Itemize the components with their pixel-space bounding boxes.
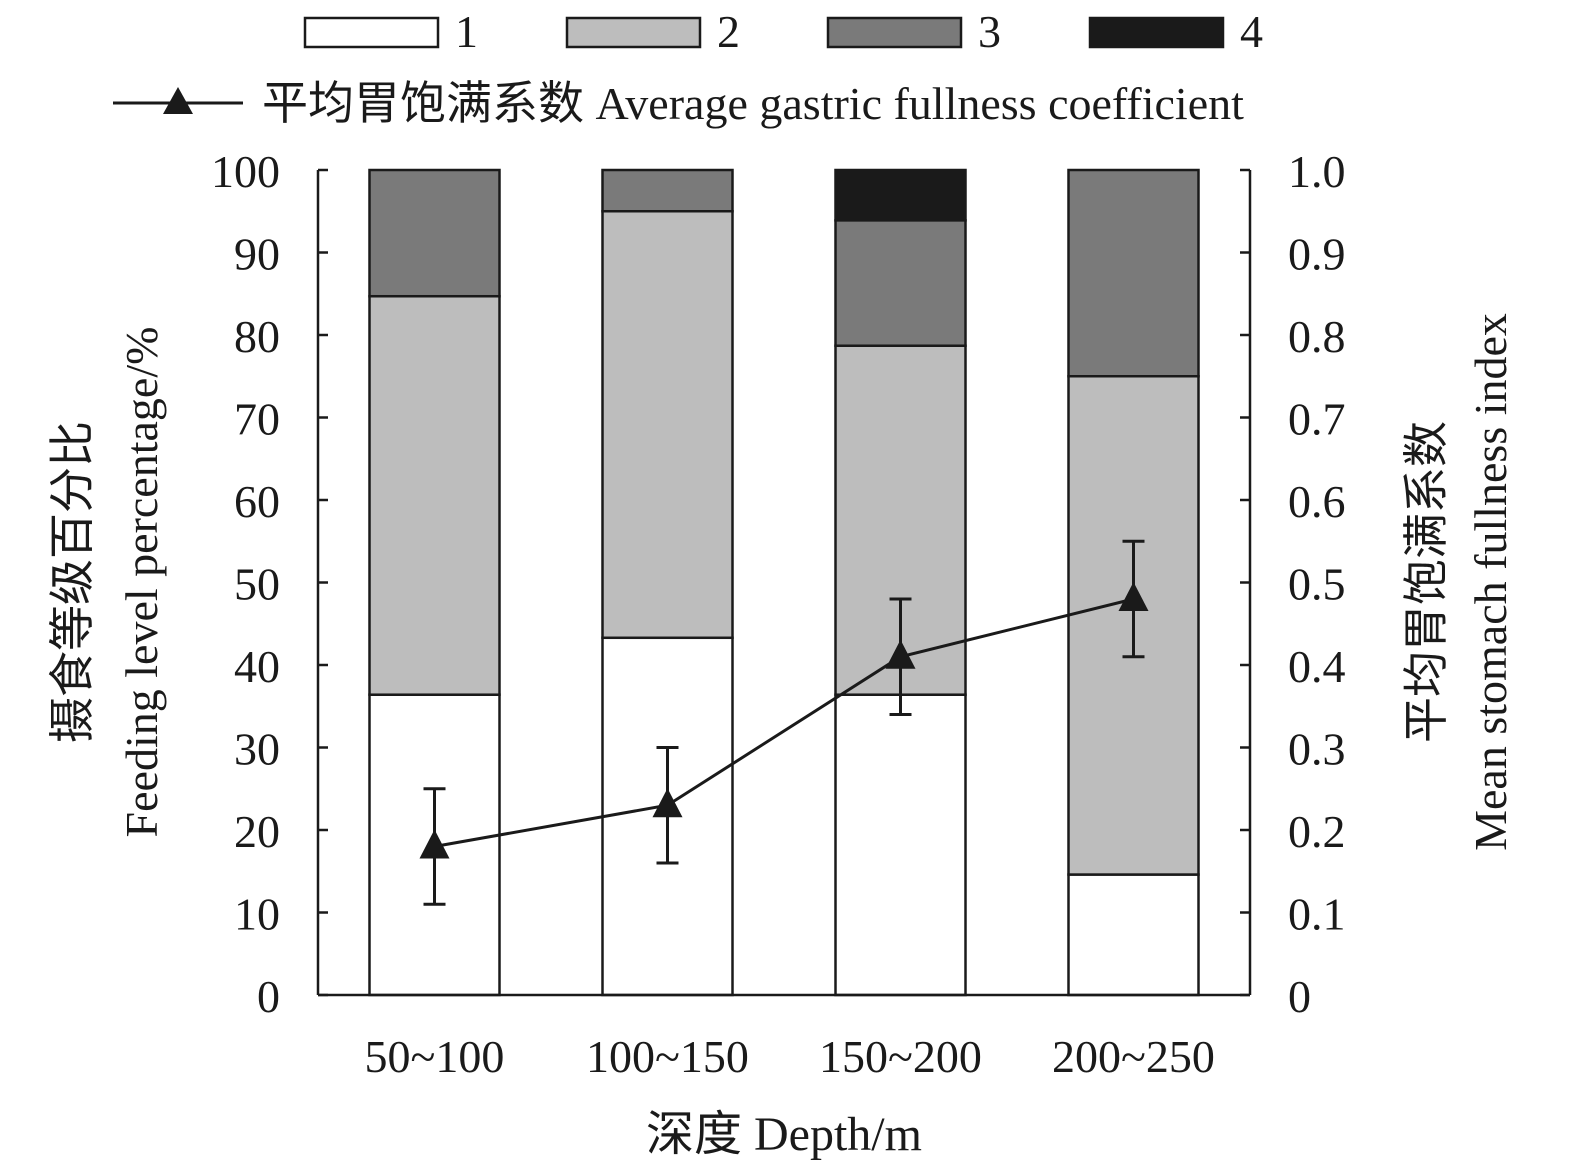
right-tick-label: 0.4 <box>1288 641 1346 692</box>
bar-150~200-level-4 <box>834 168 967 222</box>
legend-label-4: 4 <box>1240 6 1263 57</box>
right-tick-label: 0.5 <box>1288 559 1346 610</box>
right-tick-label: 0.6 <box>1288 476 1346 527</box>
right-tick-label: 1.0 <box>1288 146 1346 197</box>
right-tick-label: 0.1 <box>1288 889 1346 940</box>
left-tick-label: 90 <box>234 229 280 280</box>
left-tick-label: 20 <box>234 806 280 857</box>
left-tick-label: 80 <box>234 311 280 362</box>
legend: 1 2 3 4 平均胃饱满系数 Average gastric fullness coe… <box>113 6 1263 129</box>
bar-50~100-level-3 <box>368 168 501 298</box>
left-tick-label: 30 <box>234 724 280 775</box>
legend-swatch-4 <box>1088 16 1225 49</box>
legend-swatch-1 <box>303 16 440 49</box>
x-tick-label: 200~250 <box>1052 1031 1215 1082</box>
left-tick-label: 70 <box>234 394 280 445</box>
left-tick-label: 0 <box>257 971 280 1022</box>
axis-labels: 深度 Depth/m 摄食等级百分比 Feeding level percentag… <box>47 313 1516 1161</box>
bar-100~150-level-2 <box>601 210 734 640</box>
fullness-line <box>419 539 1149 906</box>
legend-label-1: 1 <box>455 6 478 57</box>
left-tick-label: 40 <box>234 641 280 692</box>
triangle-marker <box>652 788 683 818</box>
x-tick-label: 150~200 <box>819 1031 982 1082</box>
x-tick-label: 100~150 <box>586 1031 749 1082</box>
right-tick-label: 0.7 <box>1288 394 1346 445</box>
bar-150~200-level-1 <box>834 693 967 997</box>
left-y-axis-title-cn: 摄食等级百分比 <box>47 421 98 743</box>
right-y-axis-title-cn: 平均胃饱满系数 <box>1401 421 1452 743</box>
bar-150~200-level-3 <box>834 219 967 347</box>
right-tick-label: 0.2 <box>1288 806 1346 857</box>
triangle-marker <box>885 639 916 669</box>
triangle-marker <box>419 829 450 859</box>
right-tick-label: 0.8 <box>1288 311 1346 362</box>
x-tick-label: 50~100 <box>365 1031 505 1082</box>
legend-swatch-2 <box>565 16 702 49</box>
stacked-bars <box>368 168 1200 997</box>
right-tick-label: 0.9 <box>1288 229 1346 280</box>
legend-label-3: 3 <box>978 6 1001 57</box>
left-tick-label: 100 <box>211 146 280 197</box>
right-y-axis-title-en: Mean stomach fullness index <box>1465 313 1516 851</box>
right-tick-label: 0 <box>1288 971 1311 1022</box>
fullness-line-path <box>434 597 1134 848</box>
bar-200~250-level-3 <box>1067 168 1200 378</box>
legend-label-2: 2 <box>717 6 740 57</box>
left-y-axis-title-en: Feeding level percentage/% <box>116 327 167 838</box>
bar-100~150-level-3 <box>601 168 734 213</box>
axes: 0 10 20 30 40 50 60 70 80 90 100 0 0.1 0.2 0.3 0.4 0.5 0.… <box>211 146 1346 1082</box>
bar-200~250-level-1 <box>1067 873 1200 997</box>
x-axis-title: 深度 Depth/m <box>646 1108 922 1161</box>
triangle-marker <box>1118 582 1149 611</box>
left-tick-label: 50 <box>234 559 280 610</box>
bar-50~100-level-2 <box>368 294 501 696</box>
legend-swatch-3 <box>826 16 963 49</box>
left-tick-label: 60 <box>234 476 280 527</box>
legend-line-label: 平均胃饱满系数 Average gastric fullness coeffic… <box>262 78 1244 129</box>
right-tick-label: 0.3 <box>1288 724 1346 775</box>
legend-triangle-icon <box>163 87 193 114</box>
left-tick-label: 10 <box>234 889 280 940</box>
